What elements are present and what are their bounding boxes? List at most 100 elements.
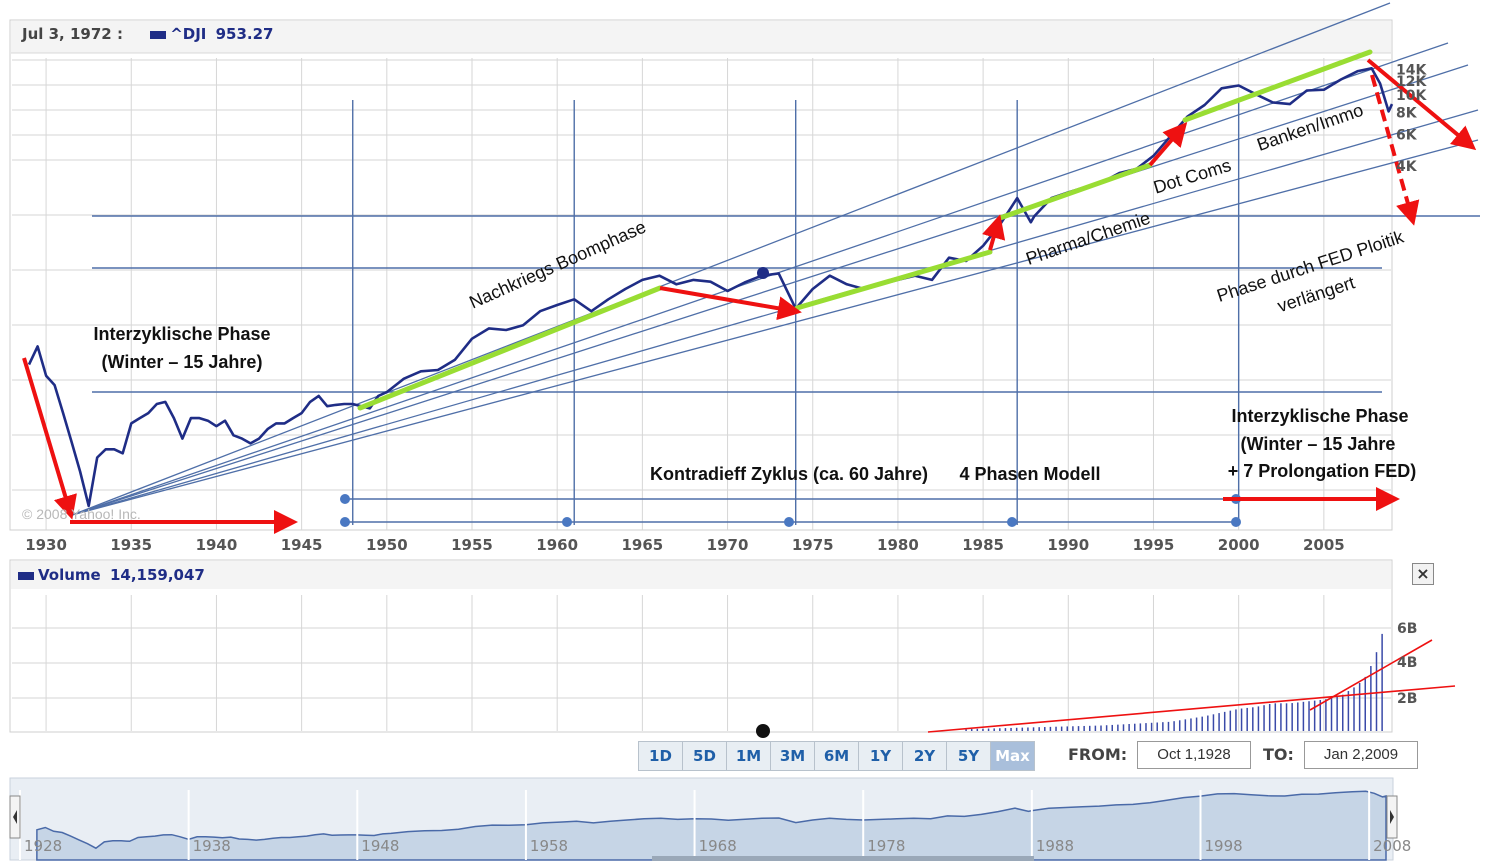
navigator-year-label: 1998 (1204, 837, 1242, 855)
volume-close-button[interactable]: × (1412, 563, 1434, 585)
x-tick-label: 1960 (536, 536, 578, 554)
y-tick-label: 14K (1396, 62, 1427, 78)
navigator-year-label: 1968 (699, 837, 737, 855)
volume-trend-line (1309, 639, 1433, 711)
red-arrow (22, 357, 77, 520)
y-tick-label: 6K (1396, 128, 1418, 144)
range-button-5d[interactable]: 5D (683, 742, 727, 770)
x-tick-label: 2000 (1218, 536, 1260, 554)
navigator-left-arrow-icon (13, 810, 17, 824)
volume-bars (965, 633, 1383, 731)
red-arrow (1148, 121, 1188, 167)
annot-interzyklisch-left-1: Interzyklische Phase (93, 324, 270, 344)
to-label: TO: (1263, 745, 1294, 764)
range-button-1m[interactable]: 1M (727, 742, 771, 770)
volume-header-strip (11, 561, 1391, 589)
quote-header: Jul 3, 1972 : ^DJI 953.27 (22, 25, 274, 43)
guide-lines (71, 2, 1480, 527)
red-arrow (1366, 58, 1477, 151)
cycle-node (784, 517, 794, 527)
navigator-year-label: 1988 (1036, 837, 1074, 855)
range-button-1d[interactable]: 1D (639, 742, 683, 770)
trend-segment (997, 162, 1153, 221)
x-tick-label: 1940 (196, 536, 238, 554)
header-date: Jul 3, 1972 : (22, 25, 123, 43)
volume-tick-label: 6B (1397, 621, 1417, 637)
header-value: 953.27 (215, 25, 274, 43)
volume-trend-line (927, 685, 1456, 733)
volume-tick-label: 2B (1397, 691, 1417, 707)
volume-grid-lines (12, 595, 1391, 731)
x-tick-label: 1985 (962, 536, 1004, 554)
navigator-right-arrow-icon (1390, 810, 1394, 824)
header-ticker: ^DJI (170, 25, 207, 43)
x-tick-label: 1995 (1133, 536, 1175, 554)
navigator-years: 1928 1938 1948 1958 1968 1978 1988 1998 2008 (19, 790, 1411, 860)
series-swatch-icon (150, 30, 167, 39)
navigator-year-label: 1938 (193, 837, 231, 855)
range-button-1y[interactable]: 1Y (859, 742, 903, 770)
volume-label: Volume (38, 566, 101, 584)
x-tick-label: 1980 (877, 536, 919, 554)
fan-line (71, 42, 1449, 516)
cycle-node (340, 517, 350, 527)
annotation-arrows (22, 58, 1477, 534)
x-tick-label: 1970 (707, 536, 749, 554)
navigator-year-label: 2008 (1373, 837, 1411, 855)
volume-swatch-icon (18, 571, 34, 580)
navigator-year-label: 1958 (530, 837, 568, 855)
volume-cursor-marker (756, 724, 770, 738)
y-tick-label: 10K (1396, 88, 1427, 104)
cycle-node (562, 517, 572, 527)
x-tick-label: 1950 (366, 536, 408, 554)
annot-interzyklisch-right-1: Interzyklische Phase (1231, 406, 1408, 426)
y-tick-label: 4K (1396, 159, 1418, 175)
y-tick-label: 8K (1396, 105, 1418, 121)
annot-interzyklisch-right-3: + 7 Prolongation FED) (1228, 461, 1417, 481)
x-axis-ticks: 1930 1935 1940 1945 1950 1955 1960 1965 1970 1975… (25, 536, 1345, 554)
cycle-node (340, 494, 350, 504)
range-button-3m[interactable]: 3M (771, 742, 815, 770)
fan-line (71, 109, 1479, 516)
x-tick-label: 1990 (1047, 536, 1089, 554)
cursor-marker (757, 267, 769, 279)
trend-overlays (357, 49, 1373, 411)
range-button-6m[interactable]: 6M (815, 742, 859, 770)
range-button-5y[interactable]: 5Y (947, 742, 991, 770)
x-tick-label: 1955 (451, 536, 493, 554)
volume-value: 14,159,047 (109, 566, 205, 584)
trend-segment (794, 249, 993, 311)
volume-header: Volume 14,159,047 (18, 566, 205, 584)
fan-line (71, 2, 1391, 516)
navigator-year-label: 1948 (361, 837, 399, 855)
range-button-max[interactable]: Max (991, 742, 1034, 770)
header-strip (11, 21, 1391, 53)
grid-lines (12, 58, 1391, 530)
x-tick-label: 1930 (25, 536, 67, 554)
from-date-field[interactable]: Oct 1,1928 (1137, 741, 1251, 769)
red-arrow (659, 286, 802, 321)
price-panel-frame (9, 19, 1393, 531)
range-selector: 1D 5D 1M 3M 6M 1Y 2Y 5Y Max (638, 741, 1035, 771)
y-tick-label: 12K (1396, 74, 1427, 90)
from-label: FROM: (1068, 745, 1128, 764)
navigator-scroll-thumb[interactable] (652, 856, 1034, 861)
x-tick-label: 1975 (792, 536, 834, 554)
red-arrow (982, 214, 1006, 251)
to-date-field[interactable]: Jan 2,2009 (1304, 741, 1418, 769)
navigator-year-label: 1928 (24, 837, 62, 855)
navigator-area (36, 790, 1387, 861)
x-tick-label: 2005 (1303, 536, 1345, 554)
volume-tick-label: 4B (1397, 655, 1417, 671)
trend-segment (1182, 49, 1373, 123)
copyright-text: © 2008 Yahoo! Inc. (22, 506, 141, 522)
navigator-year-label: 1978 (867, 837, 905, 855)
range-button-2y[interactable]: 2Y (903, 742, 947, 770)
x-tick-label: 1935 (110, 536, 152, 554)
annot-kondratieff: Kontradieff Zyklus (ca. 60 Jahre) (650, 464, 928, 484)
cycle-node (1007, 517, 1017, 527)
annot-interzyklisch-left-2: (Winter – 15 Jahre) (102, 352, 263, 372)
